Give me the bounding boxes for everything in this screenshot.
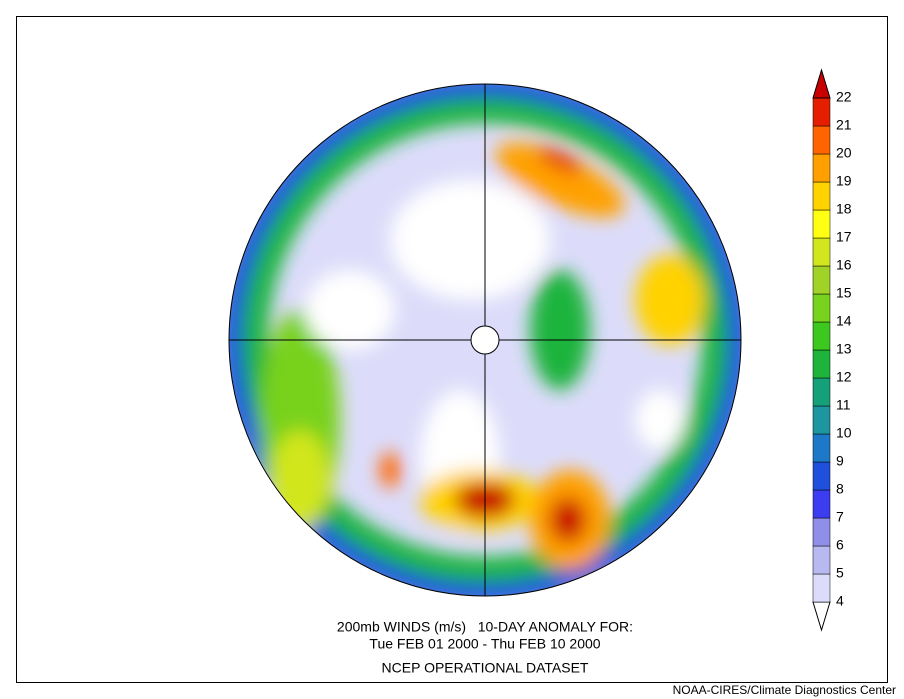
colorbar-box bbox=[812, 573, 831, 603]
colorbar-label: 4 bbox=[836, 593, 844, 609]
colorbar-box bbox=[812, 181, 831, 211]
colorbar-label: 18 bbox=[836, 201, 852, 217]
colorbar-box bbox=[812, 153, 831, 183]
colorbar-box bbox=[812, 489, 831, 519]
colorbar-box bbox=[812, 461, 831, 491]
colorbar-box bbox=[812, 321, 831, 351]
colorbar-box bbox=[812, 265, 831, 295]
colorbar-label: 22 bbox=[836, 89, 852, 105]
colorbar-label: 7 bbox=[836, 509, 844, 525]
colorbar-label: 19 bbox=[836, 173, 852, 189]
colorbar-box bbox=[812, 405, 831, 435]
colorbar-label: 15 bbox=[836, 285, 852, 301]
colorbar-label: 14 bbox=[836, 313, 852, 329]
colorbar-below bbox=[812, 601, 831, 632]
wind-map bbox=[229, 84, 741, 596]
colorbar-label: 13 bbox=[836, 341, 852, 357]
colorbar-box bbox=[812, 349, 831, 379]
colorbar-label: 5 bbox=[836, 565, 844, 581]
credit: NOAA-CIRES/Climate Diagnostics Center bbox=[673, 683, 896, 697]
map-border bbox=[228, 83, 742, 597]
colorbar-label: 21 bbox=[836, 117, 852, 133]
title-line: Tue FEB 01 2000 - Thu FEB 10 2000 bbox=[369, 636, 600, 652]
title-line: NCEP OPERATIONAL DATASET bbox=[382, 660, 589, 676]
frame bbox=[16, 16, 888, 683]
colorbar-label: 17 bbox=[836, 229, 852, 245]
colorbar: 4 5 6 7 8 9 10 11 12 13 14 15 16 17 18 19 20 21 22 bbox=[812, 68, 852, 632]
colorbar-label: 9 bbox=[836, 453, 844, 469]
colorbar-box bbox=[812, 517, 831, 547]
colorbar-box bbox=[812, 237, 831, 267]
colorbar-box bbox=[812, 545, 831, 575]
colorbar-label: 8 bbox=[836, 481, 844, 497]
colorbar-label: 6 bbox=[836, 537, 844, 553]
title-line: 200mb WINDS (m/s) 10-DAY ANOMALY FOR: bbox=[337, 619, 633, 635]
colorbar-label: 11 bbox=[836, 397, 851, 413]
colorbar-box bbox=[812, 209, 831, 239]
colorbar-label: 12 bbox=[836, 369, 852, 385]
colorbar-box bbox=[812, 433, 831, 463]
colorbar-box bbox=[812, 97, 831, 127]
colorbar-box bbox=[812, 293, 831, 323]
colorbar-label: 16 bbox=[836, 257, 852, 273]
colorbar-label: 10 bbox=[836, 425, 852, 441]
colorbar-box bbox=[812, 125, 831, 155]
colorbar-above bbox=[812, 68, 831, 99]
colorbar-label: 20 bbox=[836, 145, 852, 161]
colorbar-box bbox=[812, 377, 831, 407]
